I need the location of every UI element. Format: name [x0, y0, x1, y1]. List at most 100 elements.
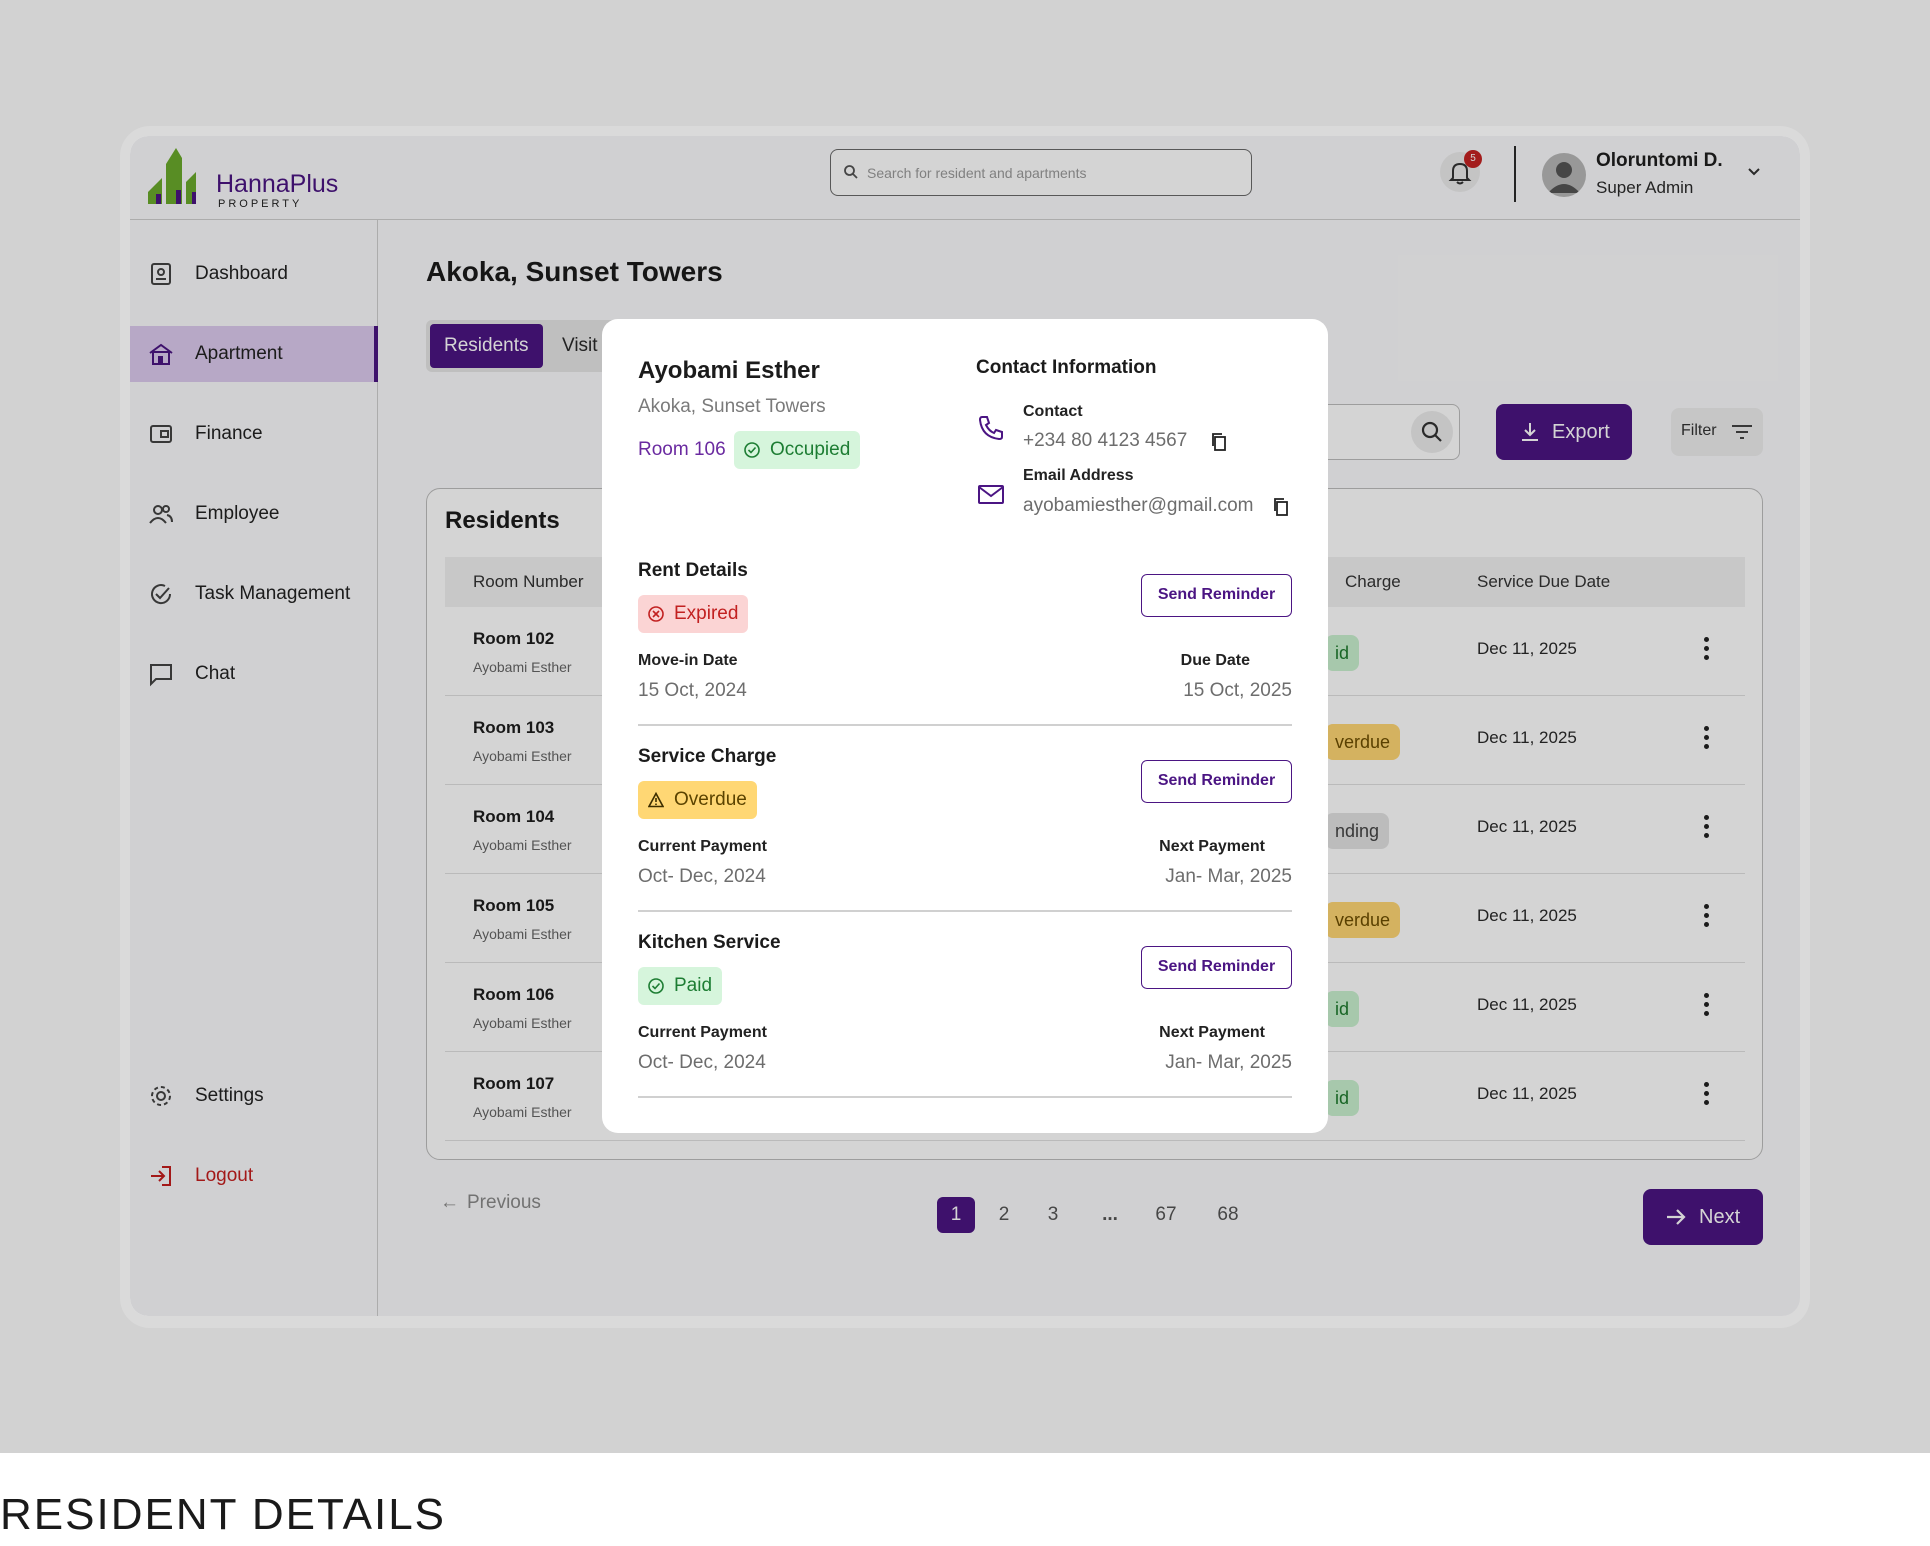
section-divider	[638, 910, 1292, 912]
search-input[interactable]	[867, 162, 1237, 184]
check-circle-icon	[744, 442, 760, 458]
brand-logo[interactable]: HannaPlus PROPERTY	[148, 142, 338, 212]
resident-name: Ayobami Esther	[473, 1015, 572, 1031]
section-divider	[638, 724, 1292, 726]
more-options-icon[interactable]	[1693, 811, 1719, 847]
previous-button[interactable]: ← Previous	[440, 1192, 541, 1214]
user-name: Oloruntomi D.	[1596, 150, 1723, 171]
rent-status-label: Expired	[674, 603, 739, 624]
logout-icon	[151, 1166, 171, 1186]
service-due-date: Dec 11, 2025	[1477, 995, 1577, 1014]
service-charge-title: Service Charge	[638, 746, 777, 767]
page-number[interactable]: 68	[1217, 1204, 1239, 1225]
section-divider	[638, 1096, 1292, 1098]
notification-count-badge: 5	[1464, 150, 1482, 168]
next-payment-value: Jan- Mar, 2025	[1165, 1052, 1292, 1073]
service-due-date: Dec 11, 2025	[1477, 728, 1577, 747]
notifications-button[interactable]: 5	[1440, 150, 1482, 192]
table-search-button[interactable]	[1411, 411, 1453, 453]
top-bar: HannaPlus PROPERTY 5 Oloruntomi D. Super…	[130, 136, 1800, 220]
more-options-icon[interactable]	[1693, 722, 1719, 758]
send-reminder-button[interactable]: Send Reminder	[1141, 946, 1292, 989]
export-label: Export	[1552, 421, 1610, 443]
copy-icon[interactable]	[1273, 498, 1289, 516]
next-button[interactable]: Next	[1643, 1189, 1763, 1245]
sidebar-item-label: Employee	[195, 503, 280, 524]
sidebar-item-apartment[interactable]: Apartment	[130, 326, 378, 382]
kitchen-status-label: Paid	[674, 975, 713, 996]
contact-label: Contact	[1023, 403, 1083, 420]
sidebar-item-task-management[interactable]: Task Management	[130, 566, 378, 622]
sidebar-item-label: Task Management	[195, 583, 351, 604]
table-row[interactable]: Room 107 Ayobami Esther id Dec 11, 2025	[445, 1052, 1745, 1141]
next-payment-value: Jan- Mar, 2025	[1165, 866, 1292, 887]
current-payment-label: Current Payment	[638, 1024, 767, 1041]
tab-visit[interactable]: Visit	[562, 335, 598, 356]
tab-bar: Residents Visit	[426, 320, 646, 372]
search-icon	[1421, 421, 1442, 442]
resident-name: Ayobami Esther	[473, 837, 572, 853]
resident-name: Ayobami Esther	[473, 926, 572, 942]
table-row[interactable]: Room 104 Ayobami Esther nding Dec 11, 2025	[445, 785, 1745, 874]
send-reminder-button[interactable]: Send Reminder	[1141, 760, 1292, 803]
payment-status-pill: id	[1325, 635, 1360, 671]
download-icon	[1522, 423, 1538, 441]
brand-name: HannaPlus	[216, 170, 339, 198]
sidebar-item-finance[interactable]: Finance	[130, 406, 378, 462]
page-number[interactable]: 1	[937, 1197, 975, 1233]
service-due-date: Dec 11, 2025	[1477, 639, 1577, 658]
sidebar-item-label: Dashboard	[195, 263, 288, 284]
rent-details-title: Rent Details	[638, 560, 748, 581]
sidebar-item-label: Finance	[195, 423, 263, 444]
payment-status-pill: nding	[1325, 813, 1390, 849]
occupancy-label: Occupied	[770, 439, 851, 460]
occupancy-badge: Occupied	[734, 431, 861, 469]
people-icon	[149, 505, 173, 524]
resident-name: Ayobami Esther	[473, 1104, 572, 1120]
page-number[interactable]: 67	[1155, 1204, 1177, 1225]
sidebar-item-logout[interactable]: Logout	[130, 1148, 378, 1204]
tab-residents[interactable]: Residents	[430, 324, 543, 368]
sidebar-item-chat[interactable]: Chat	[130, 646, 378, 702]
more-options-icon[interactable]	[1693, 1078, 1719, 1114]
room-number: Room 107	[473, 1074, 555, 1093]
user-role: Super Admin	[1596, 178, 1694, 197]
check-circle-icon	[648, 978, 664, 994]
filter-label: Filter	[1681, 422, 1717, 439]
sidebar: Dashboard Apartment Finance Employee Tas…	[130, 220, 378, 1316]
more-options-icon[interactable]	[1693, 633, 1719, 669]
avatar[interactable]	[1542, 153, 1586, 197]
email-label: Email Address	[1023, 467, 1134, 484]
wallet-icon	[150, 425, 172, 443]
room-number: Room 103	[473, 718, 555, 737]
send-reminder-button[interactable]: Send Reminder	[1141, 574, 1292, 617]
page-number[interactable]: 3	[1047, 1204, 1059, 1225]
chevron-down-icon[interactable]	[1746, 164, 1762, 180]
brand-subtitle: PROPERTY	[218, 198, 303, 210]
export-button[interactable]: Export	[1496, 404, 1632, 460]
sidebar-item-label: Settings	[195, 1085, 264, 1106]
resident-details-modal: Ayobami Esther Akoka, Sunset Towers Room…	[602, 319, 1328, 1133]
sidebar-item-settings[interactable]: Settings	[130, 1068, 378, 1124]
sidebar-item-label: Logout	[195, 1165, 254, 1186]
sidebar-item-employee[interactable]: Employee	[130, 486, 378, 542]
sidebar-item-dashboard[interactable]: Dashboard	[130, 246, 378, 302]
current-payment-value: Oct- Dec, 2024	[638, 866, 766, 887]
copy-icon[interactable]	[1211, 433, 1227, 451]
table-row[interactable]: Room 102 Ayobami Esther id Dec 11, 2025	[445, 607, 1745, 696]
kitchen-status-badge: Paid	[638, 967, 723, 1005]
page-caption: RESIDENT DETAILS	[0, 1490, 447, 1539]
column-header: Charge	[1345, 572, 1401, 591]
more-options-icon[interactable]	[1693, 989, 1719, 1025]
resident-location: Akoka, Sunset Towers	[638, 396, 826, 417]
next-payment-label: Next Payment	[1159, 1024, 1265, 1041]
search-icon	[844, 165, 858, 179]
room-number: Room 105	[473, 896, 555, 915]
filter-button[interactable]: Filter	[1671, 408, 1763, 456]
move-in-date-value: 15 Oct, 2024	[638, 680, 747, 701]
more-options-icon[interactable]	[1693, 900, 1719, 936]
filter-icon	[1732, 425, 1752, 439]
page-number[interactable]: 2	[998, 1204, 1010, 1225]
gear-icon	[151, 1086, 171, 1106]
global-search[interactable]	[830, 149, 1252, 196]
